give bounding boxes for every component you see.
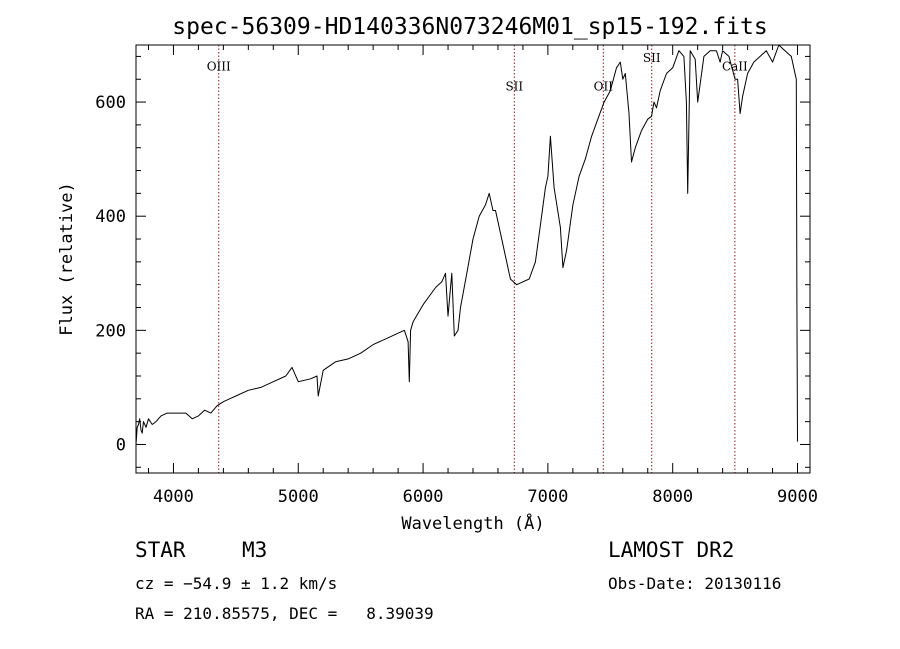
redshift-velocity: cz = −54.9 ± 1.2 km/s — [135, 574, 338, 593]
x-tick-label: 5000 — [278, 487, 319, 507]
survey-name: LAMOST DR2 — [608, 538, 735, 562]
y-tick-label: 0 — [116, 435, 126, 455]
ra-dec: RA = 210.85575, DEC = 8.39039 — [135, 604, 434, 623]
y-axis-label: Flux (relative) — [57, 182, 77, 336]
x-tick-label: 4000 — [153, 487, 194, 507]
line-marker-label-0: OIII — [207, 60, 231, 74]
line-marker-label-3: SII — [643, 51, 661, 65]
object-class: STAR — [135, 538, 186, 562]
x-axis: 4000 5000 6000 7000 8000 9000 — [147, 45, 818, 507]
spectrum-series-0 — [135, 44, 798, 445]
line-marker-label-1: SII — [505, 80, 523, 94]
y-axis: 0 200 400 600 — [95, 55, 810, 468]
plot-area: OIII SII OII SII CaII — [135, 44, 798, 473]
x-tick-label: 7000 — [527, 487, 568, 507]
plot-frame — [135, 44, 811, 474]
y-tick-label: 200 — [95, 321, 126, 341]
object-subclass: M3 — [242, 538, 268, 562]
line-marker-label-2: OII — [594, 80, 614, 94]
y-tick-label: 400 — [95, 207, 126, 227]
x-tick-label: 8000 — [652, 487, 693, 507]
line-marker-label-4: CaII — [722, 60, 748, 74]
x-tick-label: 6000 — [403, 487, 444, 507]
chart-title: spec-56309-HD140336N073246M01_sp15-192.f… — [172, 14, 767, 40]
y-tick-label: 600 — [95, 93, 126, 113]
observation-date: Obs-Date: 20130116 — [608, 574, 782, 593]
x-axis-label: Wavelength (Å) — [401, 512, 544, 534]
x-tick-label: 9000 — [777, 487, 818, 507]
